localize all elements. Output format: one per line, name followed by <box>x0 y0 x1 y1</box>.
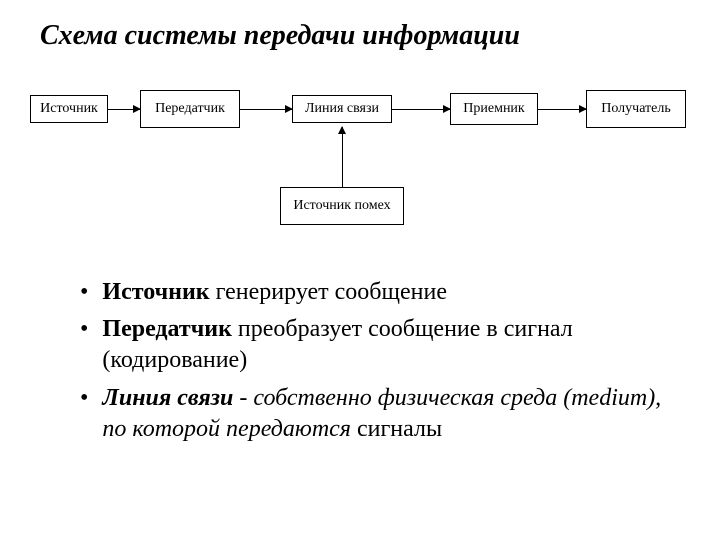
edge-tx-line <box>240 109 292 110</box>
bullet-marker-icon: • <box>80 383 88 445</box>
edge-rx-dest <box>538 109 586 110</box>
bullet-list: • Источник генерирует сообщение • Переда… <box>30 277 690 445</box>
bullet-marker-icon: • <box>80 277 88 308</box>
bullet-item: • Передатчик преобразует сообщение в сиг… <box>80 314 670 376</box>
node-line: Линия связи <box>292 95 392 123</box>
page-title: Схема системы передачи информации <box>30 20 690 52</box>
flowchart-diagram: Источник Передатчик Линия связи Приемник… <box>30 87 690 237</box>
bullet-item: • Источник генерирует сообщение <box>80 277 670 308</box>
node-receiver: Приемник <box>450 93 538 125</box>
node-source: Источник <box>30 95 108 123</box>
bullet-text: Источник генерирует сообщение <box>102 277 670 308</box>
node-destination: Получатель <box>586 90 686 128</box>
edge-line-rx <box>392 109 450 110</box>
edge-noise-line <box>342 127 343 187</box>
edge-source-tx <box>108 109 140 110</box>
node-noise: Источник помех <box>280 187 404 225</box>
bullet-text: Передатчик преобразует сообщение в сигна… <box>102 314 670 376</box>
bullet-text: Линия связи - собственно физическая сред… <box>102 383 670 445</box>
bullet-marker-icon: • <box>80 314 88 376</box>
bullet-item: • Линия связи - собственно физическая ср… <box>80 383 670 445</box>
node-transmitter: Передатчик <box>140 90 240 128</box>
